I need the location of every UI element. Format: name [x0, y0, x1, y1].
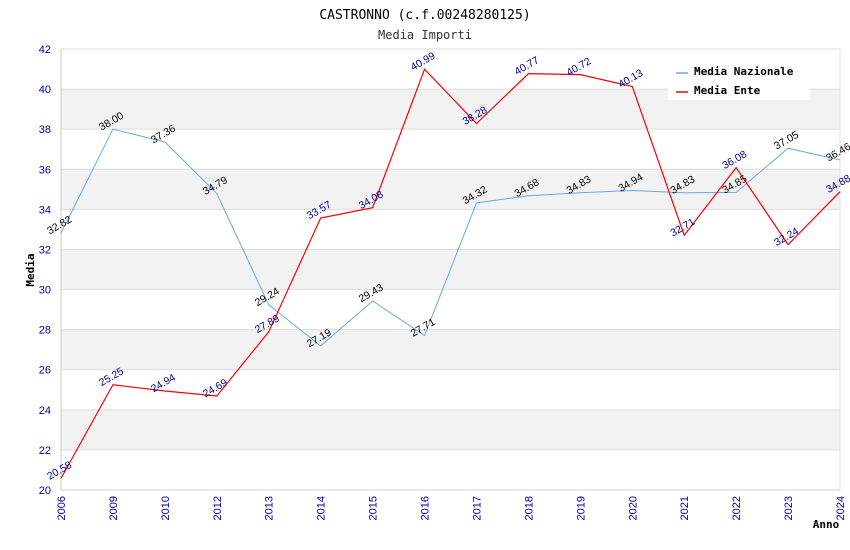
x-tick-label: 2022: [731, 496, 743, 520]
x-tick-label: 2006: [56, 496, 68, 520]
y-tick-label: 20: [39, 485, 51, 497]
y-tick-label: 28: [39, 325, 51, 337]
y-tick-label: 38: [39, 124, 51, 136]
grid-band: [61, 169, 840, 210]
series-line-media-ente: [60, 68, 841, 479]
x-tick-label: 2015: [368, 496, 380, 520]
y-tick-label: 30: [39, 285, 51, 297]
x-tick-label: 2018: [523, 496, 535, 520]
y-tick-labels: 20 22 24 26 28 30 32 34 36 38 40 42: [39, 44, 51, 497]
y-tick-label: 34: [39, 204, 51, 216]
x-tick-label: 2014: [316, 496, 328, 520]
chart-subtitle: Media Importi: [378, 28, 472, 42]
axes: [60, 49, 841, 491]
grid-band: [61, 409, 840, 450]
legend-label-media-nazionale: Media Nazionale: [694, 65, 794, 78]
y-tick-label: 32: [39, 244, 51, 256]
grid-band: [61, 289, 840, 330]
x-tick-label: 2012: [212, 496, 224, 520]
series-lines: [60, 68, 841, 479]
series-line-media-nazionale: [60, 128, 841, 347]
chart-title: CASTRONNO (c.f.00248280125): [319, 8, 530, 23]
grid-band: [61, 209, 840, 250]
x-tick-labels: 2006 2009 2010 2012 2013 2014 2015 2016 2017 2018…: [56, 496, 847, 520]
x-tick-label: 2024: [835, 496, 847, 520]
grid-band: [61, 329, 840, 370]
x-tick-label: 2020: [627, 496, 639, 520]
legend: Media Nazionale Media Ente: [668, 58, 810, 100]
y-tick-label: 22: [39, 445, 51, 457]
y-tick-label: 42: [39, 44, 51, 56]
y-tick-label: 40: [39, 84, 51, 96]
y-tick-label: 26: [39, 365, 51, 377]
grid-band: [61, 129, 840, 170]
y-axis-label: Media: [24, 253, 37, 286]
x-tick-label: 2019: [575, 496, 587, 520]
x-tick-label: 2016: [420, 496, 432, 520]
x-tick-label: 2017: [471, 496, 483, 520]
legend-box: [668, 58, 810, 100]
x-tick-label: 2010: [160, 496, 172, 520]
x-tick-label: 2013: [264, 496, 276, 520]
y-tick-label: 36: [39, 164, 51, 176]
grid-bands: [61, 48, 840, 491]
x-tick-label: 2021: [679, 496, 691, 520]
y-tick-label: 24: [39, 405, 51, 417]
grid-band: [61, 449, 840, 490]
x-tick-label: 2009: [108, 496, 120, 520]
x-tick-label: 2023: [783, 496, 795, 520]
grid-band: [61, 369, 840, 410]
x-axis-label: Anno: [813, 518, 840, 531]
legend-label-media-ente: Media Ente: [694, 84, 761, 97]
